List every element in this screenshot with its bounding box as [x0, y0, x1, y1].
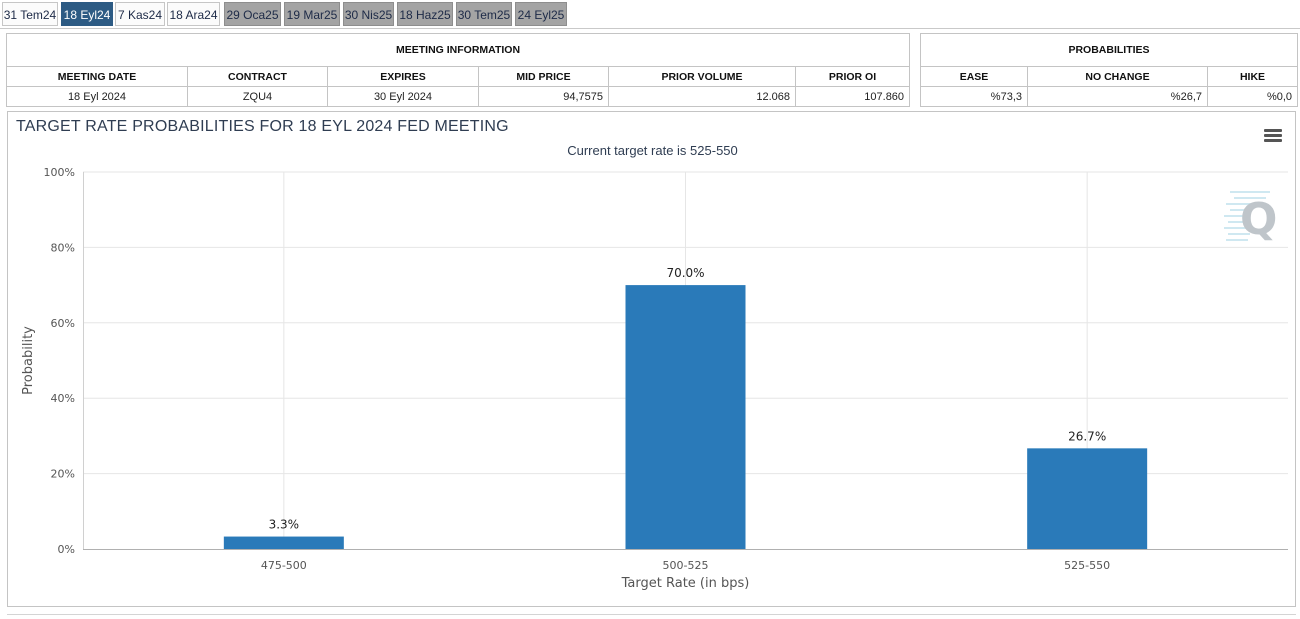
tab-19-mar25[interactable]: 19 Mar25: [284, 2, 340, 26]
bar-data-label: 70.0%: [666, 266, 704, 280]
probabilities-table: PROBABILITIES EASE NO CHANGE HIKE %73,3 …: [919, 33, 1299, 107]
prior-oi-value: 107.860: [794, 86, 911, 107]
tab-7-kas24[interactable]: 7 Kas24: [115, 2, 165, 26]
meeting-information-table: MEETING INFORMATION MEETING DATE CONTRAC…: [5, 33, 911, 107]
tab-30-nis25[interactable]: 30 Nis25: [343, 2, 394, 26]
bottom-divider: [7, 614, 1296, 619]
x-tick-label: 500-525: [663, 559, 709, 572]
expires-header: EXPIRES: [327, 66, 479, 87]
bar-data-label: 3.3%: [269, 518, 300, 532]
y-tick-label: 80%: [51, 241, 75, 254]
meeting-date-header: MEETING DATE: [6, 66, 188, 87]
no-change-value: %26,7: [1027, 86, 1208, 107]
tab-29-oca25[interactable]: 29 Oca25: [224, 2, 281, 26]
meeting-date-value: 18 Eyl 2024: [6, 86, 188, 107]
mid-price-header: MID PRICE: [478, 66, 609, 87]
probabilities-title: PROBABILITIES: [919, 33, 1299, 67]
y-tick-label: 40%: [51, 392, 75, 405]
no-change-header: NO CHANGE: [1027, 66, 1208, 87]
y-axis-title: Probability: [21, 326, 36, 395]
q-logo-icon: Q: [1224, 191, 1277, 245]
bar-data-label: 26.7%: [1068, 429, 1106, 443]
x-axis-title: Target Rate (in bps): [621, 576, 750, 591]
bar-500-525: [625, 285, 746, 549]
hamburger-menu-icon[interactable]: [1264, 129, 1282, 143]
target-rate-chart: TARGET RATE PROBABILITIES FOR 18 EYL 202…: [7, 111, 1296, 607]
prior-volume-header: PRIOR VOLUME: [608, 66, 796, 87]
prior-volume-value: 12.068: [608, 86, 796, 107]
x-tick-label: 475-500: [261, 559, 307, 572]
meeting-date-tabs: 31 Tem24 18 Eyl24 7 Kas24 18 Ara24 29 Oca25 1…: [0, 0, 1300, 29]
meeting-information-title: MEETING INFORMATION: [5, 33, 911, 67]
chart-subtitle: Current target rate is 525-550: [567, 143, 738, 158]
tab-30-tem25[interactable]: 30 Tem25: [456, 2, 512, 26]
contract-value: ZQU4: [187, 86, 328, 107]
tab-18-ara24[interactable]: 18 Ara24: [167, 2, 220, 26]
y-tick-label: 60%: [51, 317, 75, 330]
bar-475-500: [223, 536, 344, 549]
y-tick-label: 100%: [44, 166, 75, 179]
tab-31-tem24[interactable]: 31 Tem24: [2, 2, 58, 26]
y-tick-label: 0%: [58, 543, 75, 556]
prior-oi-header: PRIOR OI: [794, 66, 911, 87]
ease-value: %73,3: [920, 86, 1028, 107]
expires-value: 30 Eyl 2024: [327, 86, 479, 107]
chart-title: TARGET RATE PROBABILITIES FOR 18 EYL 202…: [16, 118, 509, 135]
bar-525-550: [1027, 448, 1148, 549]
tab-18-eyl24[interactable]: 18 Eyl24: [61, 2, 113, 26]
tab-18-haz25[interactable]: 18 Haz25: [397, 2, 453, 26]
mid-price-value: 94,7575: [478, 86, 609, 107]
y-tick-label: 20%: [51, 468, 75, 481]
hike-value: %0,0: [1206, 86, 1299, 107]
svg-text:Q: Q: [1240, 194, 1277, 245]
contract-header: CONTRACT: [187, 66, 328, 87]
ease-header: EASE: [920, 66, 1028, 87]
tab-24-eyl25[interactable]: 24 Eyl25: [515, 2, 567, 26]
chart-canvas: Q 0% 20% 40% 60% 80% 100% 3.3% 475-500 70.0% 500-…: [21, 166, 1288, 591]
x-tick-label: 525-550: [1064, 559, 1110, 572]
hike-header: HIKE: [1206, 66, 1299, 87]
